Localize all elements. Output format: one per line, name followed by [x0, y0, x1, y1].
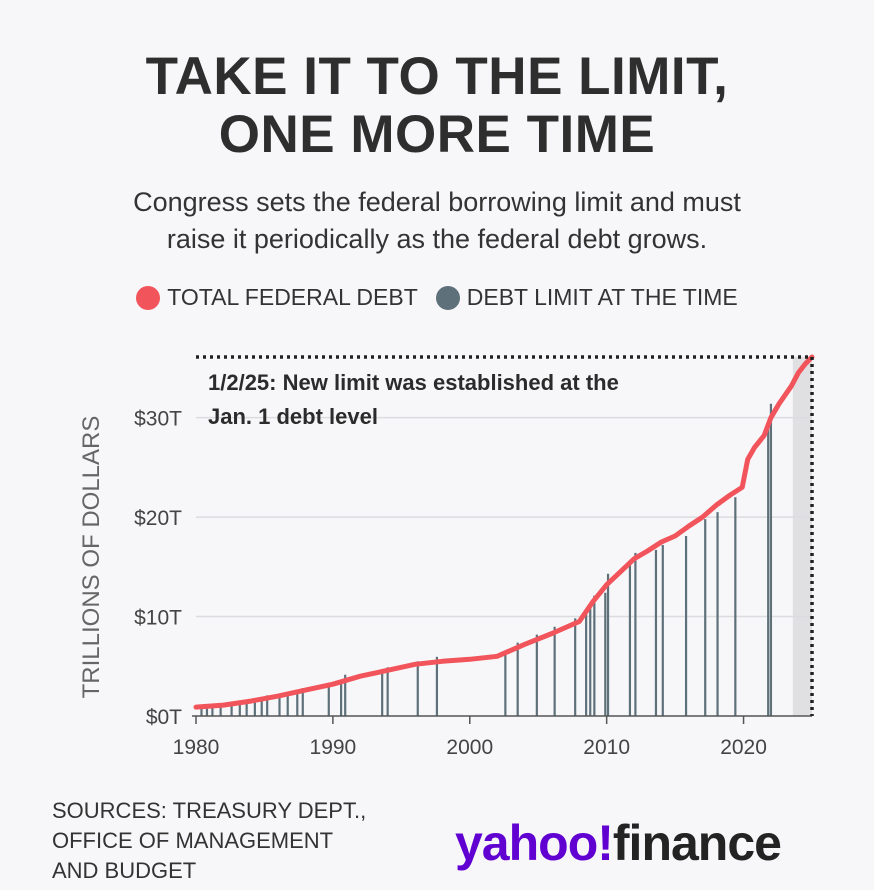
- yahoo-finance-logo: yahoo! finance: [455, 814, 782, 872]
- legend-label-total-debt: TOTAL FEDERAL DEBT: [167, 284, 418, 310]
- source-line-3: AND BUDGET: [52, 858, 197, 883]
- annotation-text-line: 1/2/25: New limit was established at the: [208, 370, 619, 395]
- x-tick-label: 2020: [720, 736, 767, 759]
- y-tick-label: $30T: [134, 408, 182, 431]
- subtitle-line-1: Congress sets the federal borrowing limi…: [133, 187, 741, 217]
- chart-title: TAKE IT TO THE LIMIT, ONE MORE TIME: [0, 48, 874, 164]
- legend-item-total-debt: TOTAL FEDERAL DEBT: [136, 284, 418, 311]
- legend: TOTAL FEDERAL DEBT DEBT LIMIT AT THE TIM…: [0, 284, 874, 311]
- source-line-2: OFFICE OF MANAGEMENT: [52, 828, 334, 853]
- x-tick-label: 1980: [173, 736, 220, 759]
- total-debt-line: [193, 354, 815, 710]
- legend-item-debt-limit: DEBT LIMIT AT THE TIME: [435, 284, 738, 311]
- source-line-1: SOURCES: TREASURY DEPT.,: [52, 798, 367, 823]
- chart-subtitle: Congress sets the federal borrowing limi…: [40, 184, 834, 258]
- y-tick-label: $0T: [146, 706, 182, 729]
- x-tick-label: 2000: [446, 736, 493, 759]
- x-tick-label: 1990: [310, 736, 357, 759]
- sources-note: SOURCES: TREASURY DEPT., OFFICE OF MANAG…: [52, 796, 412, 886]
- legend-swatch-red-dot: [136, 285, 161, 310]
- legend-swatch-gray-dot: [435, 285, 460, 310]
- title-line-2: ONE MORE TIME: [218, 105, 656, 164]
- y-axis-label: TRILLIONS OF DOLLARS: [78, 416, 105, 699]
- y-tick-label: $20T: [134, 507, 182, 530]
- title-line-1: TAKE IT TO THE LIMIT,: [145, 47, 729, 106]
- subtitle-line-2: raise it periodically as the federal deb…: [166, 224, 708, 254]
- legend-label-debt-limit: DEBT LIMIT AT THE TIME: [466, 284, 738, 310]
- y-tick-label: $10T: [134, 607, 182, 630]
- annotation-text-line: Jan. 1 debt level: [208, 404, 378, 429]
- logo-yahoo: yahoo!: [455, 815, 614, 871]
- logo-finance: finance: [612, 815, 782, 871]
- shaded-region: [792, 357, 812, 716]
- chart-area: $0T $10T $20T $30T TRILLIONS OF DOLLARS 1980 1…: [78, 354, 815, 759]
- x-tick-label: 2010: [583, 736, 630, 759]
